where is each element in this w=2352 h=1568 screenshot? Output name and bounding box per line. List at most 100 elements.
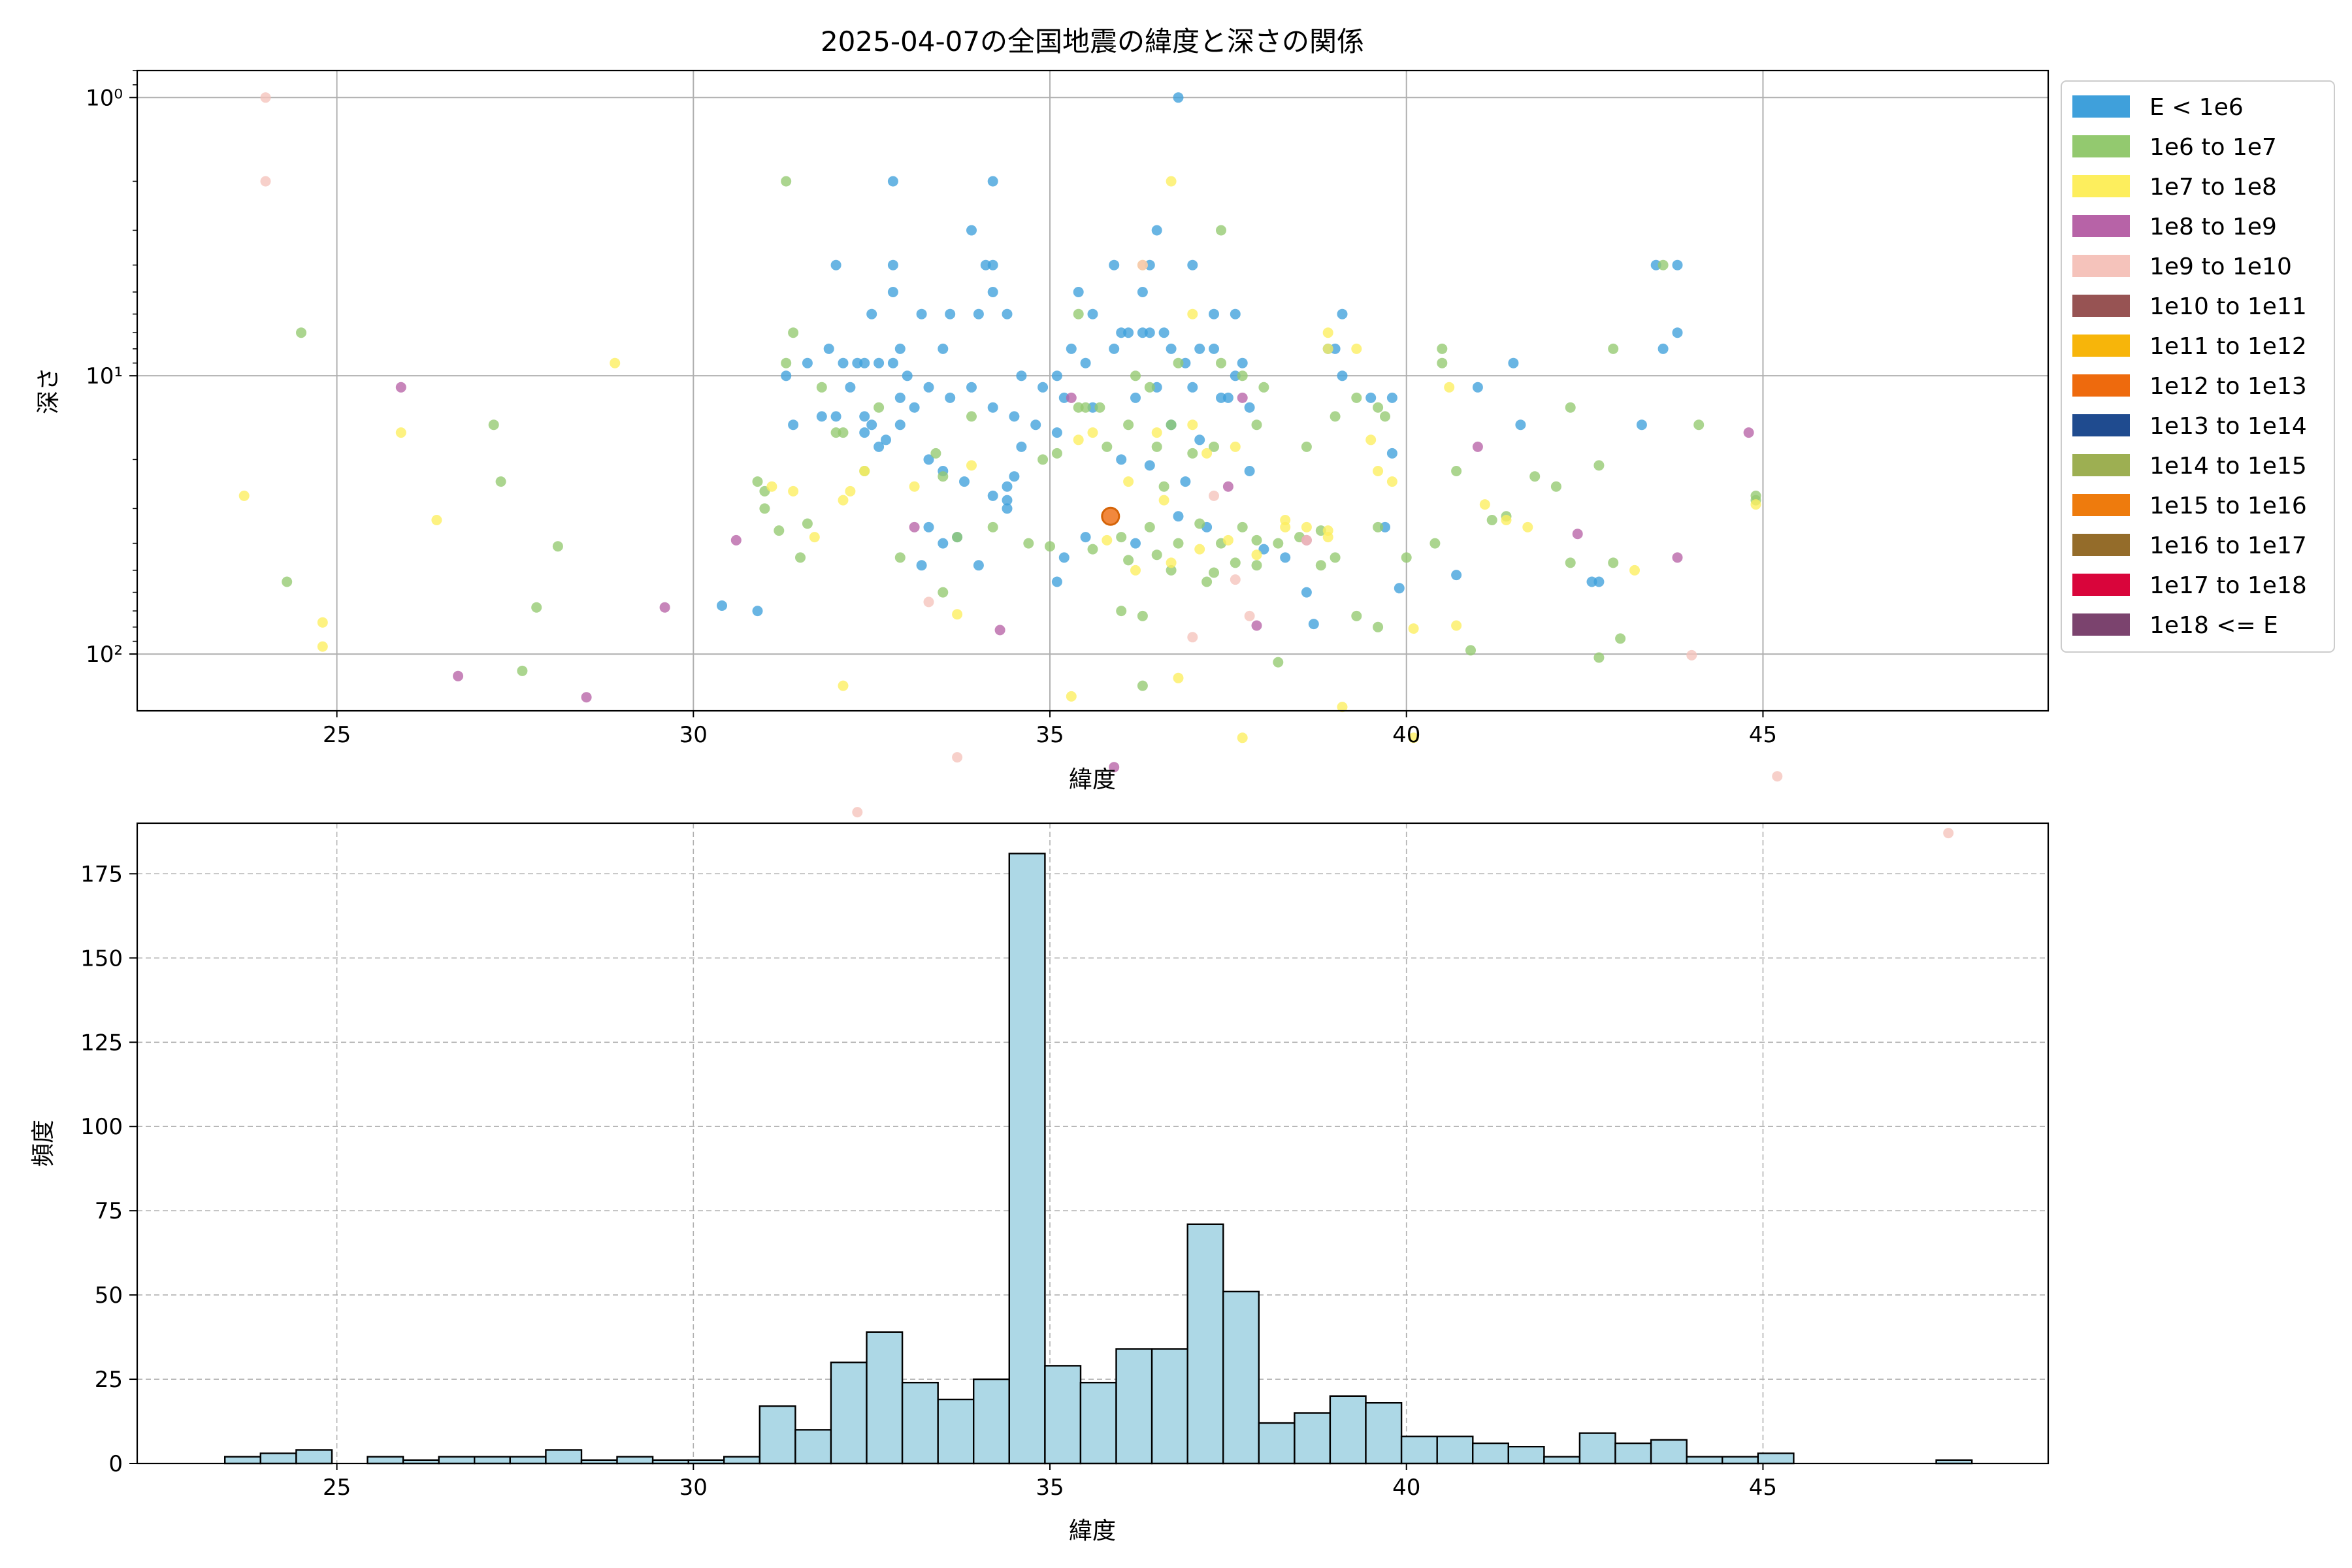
scatter-point	[838, 680, 849, 691]
scatter-point	[1209, 308, 1219, 319]
scatter-point	[1386, 392, 1397, 403]
histogram-bar	[1686, 1456, 1723, 1465]
scatter-point	[1408, 623, 1419, 634]
scatter-point	[859, 357, 870, 368]
histogram-bar	[830, 1362, 868, 1465]
scatter-point	[1173, 92, 1184, 103]
scatter-point	[887, 176, 898, 187]
scatter-point	[1073, 434, 1084, 446]
scatter-point	[1187, 632, 1198, 643]
scatter-point	[838, 495, 849, 506]
legend-swatch	[2072, 335, 2130, 357]
scatter-point	[881, 434, 891, 446]
scatter-point	[1444, 382, 1455, 393]
scatter-point	[1209, 343, 1219, 354]
scatter-point	[1308, 619, 1319, 630]
scatter-point	[894, 343, 906, 354]
scatter-point	[1280, 552, 1291, 563]
scatter-point	[952, 532, 963, 543]
scatter-point	[1315, 560, 1326, 571]
scatter-point	[1237, 732, 1248, 743]
scatter-point	[1173, 511, 1184, 522]
scatter-point	[916, 560, 927, 571]
scatter-point	[1116, 532, 1127, 543]
scatter-point	[1237, 521, 1248, 532]
scatter-point	[1201, 576, 1213, 587]
scatter-point	[1137, 610, 1148, 621]
scatter-point	[296, 327, 306, 338]
scatter-point	[874, 357, 885, 368]
histogram-y-axis-label: 頻度	[30, 1120, 57, 1167]
scatter-point	[838, 357, 849, 368]
scatter-point	[1237, 392, 1248, 403]
histogram-x-ticks: 25 30 35 40 45	[323, 1463, 1777, 1501]
scatter-point	[852, 807, 863, 818]
scatter-point	[923, 521, 934, 532]
scatter-point	[1023, 538, 1034, 549]
scatter-point	[1166, 176, 1177, 187]
scatter-point	[1351, 610, 1362, 621]
legend-label: E < 1e6	[2149, 94, 2244, 121]
scatter-point	[1365, 434, 1377, 446]
histogram-bar	[1400, 1435, 1438, 1465]
scatter-point	[581, 692, 592, 703]
scatter-panel: 2025-04-07の全国地震の緯度と深さの関係 25 30 35 40 45 10⁰1…	[35, 25, 2335, 839]
scatter-point	[987, 176, 998, 187]
scatter-point	[973, 308, 984, 319]
scatter-frame	[136, 69, 2050, 712]
scatter-point	[1322, 343, 1333, 354]
scatter-point	[1251, 419, 1262, 431]
scatter-point	[1301, 534, 1312, 546]
histogram-bar	[1044, 1365, 1082, 1465]
scatter-point	[1451, 620, 1462, 631]
scatter-point	[1109, 343, 1120, 354]
scatter-point	[1201, 448, 1213, 459]
scatter-point	[1151, 427, 1162, 438]
scatter-point	[845, 485, 856, 497]
scatter-point	[1301, 587, 1312, 598]
scatter-point	[1337, 308, 1348, 319]
scatter-y-tick-label: 10⁰	[86, 85, 123, 111]
scatter-point	[1244, 402, 1255, 413]
legend-swatch	[2072, 374, 2130, 397]
scatter-point	[1230, 441, 1241, 452]
scatter-point	[1322, 532, 1333, 543]
scatter-point	[838, 427, 849, 438]
legend-label: 1e16 to 1e17	[2149, 532, 2307, 559]
scatter-point	[894, 419, 906, 431]
histogram-bar	[866, 1331, 904, 1465]
histogram-bar	[474, 1456, 512, 1465]
scatter-point	[859, 466, 870, 476]
scatter-point	[1222, 534, 1233, 546]
legend-swatch	[2072, 95, 2130, 118]
scatter-point	[1593, 652, 1605, 663]
scatter-point	[1194, 544, 1205, 555]
scatter-point	[887, 287, 898, 297]
legend-label: 1e11 to 1e12	[2149, 333, 2307, 360]
scatter-point	[1658, 343, 1669, 354]
scatter-point	[1187, 382, 1198, 393]
scatter-point	[1158, 327, 1169, 338]
scatter-point	[1016, 370, 1027, 382]
scatter-point	[1322, 327, 1333, 338]
histogram-x-tick-label: 45	[1749, 1475, 1777, 1501]
scatter-point	[1237, 370, 1248, 382]
scatter-point	[1472, 441, 1483, 452]
scatter-point	[830, 411, 841, 422]
scatter-point	[1066, 691, 1077, 702]
scatter-point	[1080, 402, 1091, 413]
scatter-point	[1330, 552, 1341, 563]
histogram-y-tick-label: 150	[80, 945, 123, 972]
legend: E < 1e6 1e6 to 1e7 1e7 to 1e8 1e8 to 1e9 1e9…	[2061, 80, 2335, 653]
scatter-point	[1572, 529, 1583, 540]
scatter-point	[1058, 392, 1070, 403]
scatter-point	[1251, 560, 1262, 571]
scatter-point	[1037, 382, 1049, 393]
scatter-point	[1109, 762, 1120, 773]
legend-swatch	[2072, 175, 2130, 197]
scatter-point	[1209, 490, 1219, 501]
scatter-y-tick-label: 10²	[86, 642, 123, 668]
scatter-point	[1629, 564, 1640, 576]
scatter-point	[1130, 564, 1141, 576]
